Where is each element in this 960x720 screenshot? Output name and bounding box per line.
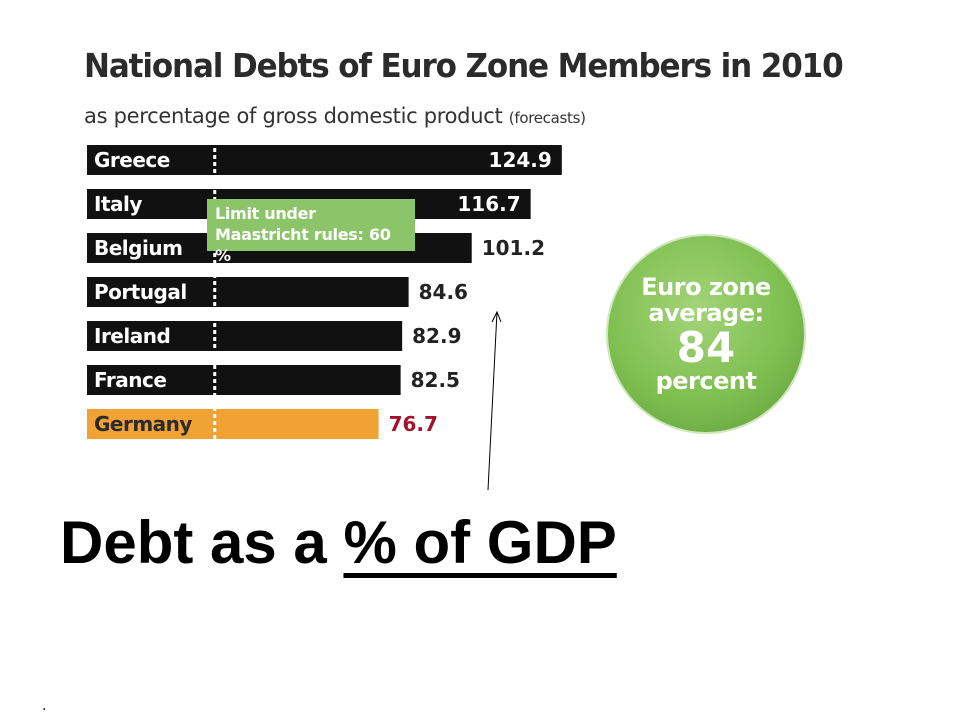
value-label-ireland: 82.9 (412, 324, 461, 348)
category-label-france: France (94, 368, 166, 392)
badge-line-1: Euro zone (641, 273, 771, 301)
bar-ireland (87, 321, 403, 351)
bar-greece (87, 145, 562, 175)
chart-subtitle-main: as percentage of gross domestic product (84, 104, 503, 128)
category-label-germany: Germany (94, 412, 192, 436)
bar-france (87, 365, 401, 395)
category-label-ireland: Ireland (94, 324, 170, 348)
bar-portugal (87, 277, 409, 307)
category-label-portugal: Portugal (94, 280, 187, 304)
caption-underlined: % of GDP (343, 509, 617, 576)
maastricht-limit-label-line1: Limit under (215, 204, 316, 223)
value-label-portugal: 84.6 (419, 280, 468, 304)
badge-line-4: percent (655, 367, 757, 395)
caption-prefix: Debt as a (60, 509, 344, 576)
value-label-france: 82.5 (411, 368, 460, 392)
badge-line-2: average: (648, 299, 764, 327)
category-label-belgium: Belgium (94, 236, 182, 260)
value-label-greece: 124.9 (489, 148, 552, 172)
slide-caption: Debt as a % of GDP (60, 508, 617, 577)
category-label-italy: Italy (94, 192, 142, 216)
bar-germany (87, 409, 379, 439)
value-label-germany: 76.7 (389, 412, 438, 436)
footer-dot: . (42, 698, 47, 714)
chart-subtitle-note: (forecasts) (508, 109, 586, 127)
bar-chart: Greece 124.9 Italy 116.7 Belgium 101.2 Portuga… (87, 145, 562, 439)
category-label-greece: Greece (94, 148, 170, 172)
value-label-italy: 116.7 (457, 192, 520, 216)
chart-title: National Debts of Euro Zone Members in 2… (84, 46, 844, 85)
maastricht-limit-label-line2: Maastricht rules: 60 % (215, 225, 391, 265)
badge-value: 84 (676, 323, 736, 372)
maastricht-limit-label: Limit under Maastricht rules: 60 % (207, 199, 415, 265)
chart-subtitle: as percentage of gross domestic product … (84, 104, 586, 128)
euro-zone-average-badge: Euro zone average: 84 percent (608, 236, 804, 432)
value-label-belgium: 101.2 (482, 236, 545, 260)
